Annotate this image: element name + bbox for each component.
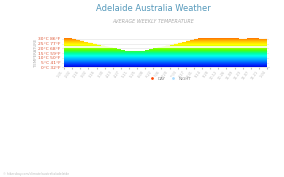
Text: TEMPERATURE: TEMPERATURE <box>34 39 38 67</box>
Text: © hikersbay.com/climate/australia/adelaide: © hikersbay.com/climate/australia/adelai… <box>3 172 69 176</box>
Legend: DAY, NIGHT: DAY, NIGHT <box>146 75 193 82</box>
Text: AVERAGE WEEKLY TEMPERATURE: AVERAGE WEEKLY TEMPERATURE <box>112 19 194 24</box>
Text: Adelaide Australia Weather: Adelaide Australia Weather <box>96 4 211 13</box>
